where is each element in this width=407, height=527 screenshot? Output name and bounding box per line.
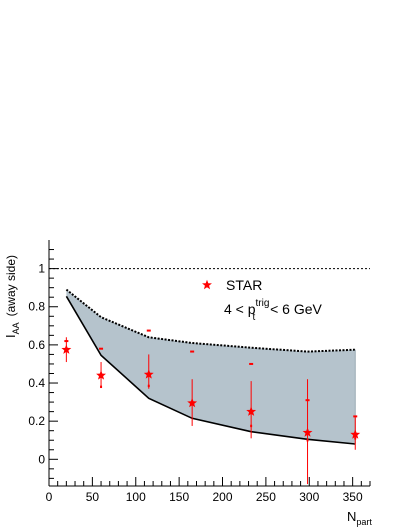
- star-marker: [96, 370, 106, 380]
- star-marker: [302, 427, 313, 437]
- sys-marker-low: [100, 385, 103, 389]
- legend-trigger-sub: t: [252, 312, 255, 323]
- legend-star-shape: [202, 279, 212, 290]
- sys-marker-low: [250, 424, 253, 428]
- x-tick-label: 250: [256, 490, 276, 504]
- star-marker: [350, 429, 361, 439]
- legend: STAR 4 < ptrig t < 6 GeV: [202, 277, 323, 323]
- y-tick-label: 0.4: [28, 376, 45, 390]
- data-point-5: [246, 362, 257, 439]
- band-fill: [66, 289, 356, 444]
- sys-marker-high: [99, 347, 104, 350]
- sys-marker-low: [306, 439, 309, 442]
- plot-frame: [48, 240, 370, 487]
- data-point-6: [302, 379, 313, 485]
- star-marker: [246, 406, 257, 416]
- legend-trigger-range: 4 < ptrig t < 6 GeV: [224, 298, 323, 323]
- star-marker: [143, 369, 154, 379]
- y-tick-label: 0: [38, 452, 45, 466]
- sys-marker-high: [353, 415, 358, 418]
- legend-label-star: STAR: [226, 277, 262, 293]
- sys-marker-high: [249, 362, 254, 365]
- x-tick-label: 150: [169, 490, 189, 504]
- legend-star-marker: [202, 279, 212, 290]
- data-point-1: [61, 337, 72, 363]
- x-tick-label: 0: [46, 490, 53, 504]
- y-axis-ticks: 0 0.2 0.4 0.6 0.8 1: [28, 249, 58, 479]
- x-axis-ticks: 0 50 100 150 200 250 300 350: [46, 477, 371, 504]
- y-tick-label: 1: [38, 262, 45, 276]
- sys-marker-high: [146, 329, 151, 332]
- x-axis-title: Npart: [347, 509, 372, 527]
- y-tick-label: 0.2: [28, 414, 45, 428]
- y-axis-title: IAA (away side): [3, 255, 21, 338]
- sys-marker-high: [64, 340, 69, 343]
- x-tick-label: 100: [126, 490, 146, 504]
- x-axis-title-main: N: [347, 509, 356, 524]
- legend-trigger-sup: trig: [256, 298, 270, 309]
- star-marker: [187, 397, 198, 408]
- y-axis-title-main: I: [3, 334, 18, 338]
- sys-marker-high: [305, 399, 310, 402]
- data-point-3: [143, 329, 154, 389]
- y-tick-label: 0.6: [28, 338, 45, 352]
- star-marker: [61, 344, 72, 354]
- x-tick-label: 200: [212, 490, 232, 504]
- y-tick-label: 0.8: [28, 300, 45, 314]
- y-axis-title-suffix: (away side): [4, 255, 18, 316]
- x-tick-label: 50: [86, 490, 100, 504]
- x-axis-title-sub: part: [356, 517, 372, 527]
- data-point-4: [187, 350, 198, 426]
- sys-marker-high: [190, 350, 195, 353]
- sys-marker-low: [354, 437, 357, 440]
- data-point-7: [350, 415, 361, 450]
- sys-marker-low: [147, 384, 150, 388]
- star-data-points: [61, 329, 361, 485]
- legend-trigger-tail: < 6 GeV: [266, 301, 322, 317]
- x-tick-label: 350: [343, 490, 363, 504]
- legend-trigger-prefix: 4 < p: [224, 301, 256, 317]
- y-axis-title-sub: AA: [11, 322, 21, 334]
- x-tick-label: 300: [299, 490, 319, 504]
- data-point-2: [96, 347, 106, 389]
